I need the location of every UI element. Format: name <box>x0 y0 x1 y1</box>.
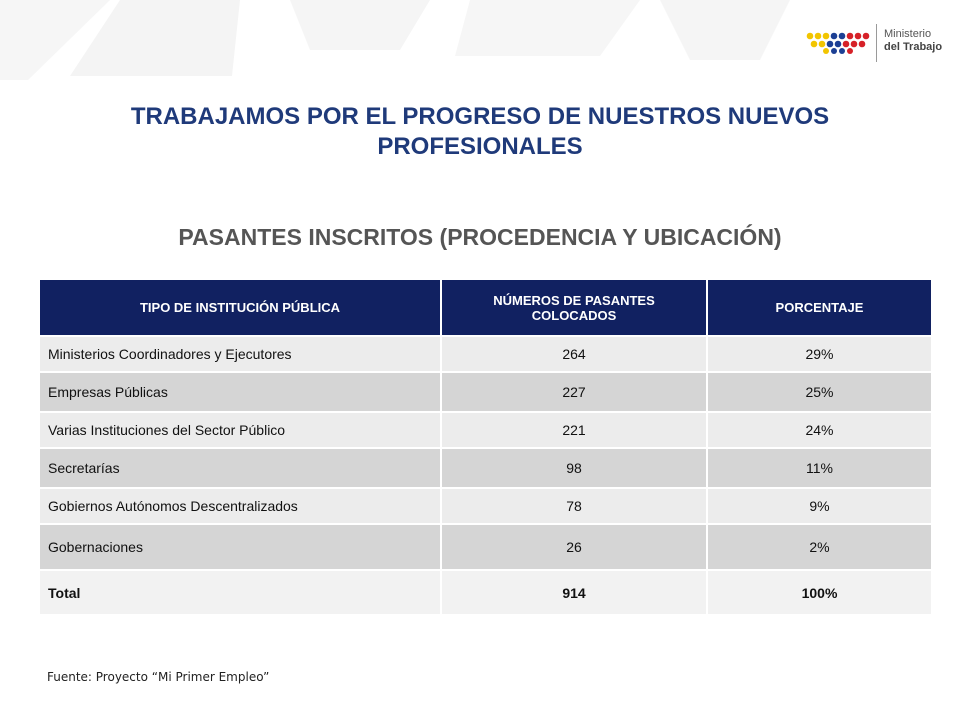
cell-percent: 11% <box>707 447 931 488</box>
cell-percent: 29% <box>707 335 931 372</box>
header-percentage: PORCENTAJE <box>707 280 931 336</box>
cell-institution: Gobernaciones <box>40 523 442 570</box>
header-interns-count: NÚMEROS DE PASANTES COLOCADOS <box>441 280 708 336</box>
table-row: Varias Instituciones del Sector Público … <box>40 411 931 448</box>
source-footnote: Fuente: Proyecto “Mi Primer Empleo” <box>47 670 270 684</box>
table-row: Ministerios Coordinadores y Ejecutores 2… <box>40 335 931 372</box>
cell-count: 227 <box>441 371 708 412</box>
cell-count: 264 <box>441 335 708 372</box>
cell-count: 26 <box>441 523 708 570</box>
background-decoration <box>0 0 790 80</box>
cell-total-label: Total <box>40 569 442 614</box>
logo-line-1: Ministerio <box>884 28 932 40</box>
table-row: Gobernaciones 26 2% <box>40 523 931 570</box>
cell-percent: 9% <box>707 487 931 524</box>
cell-percent: 25% <box>707 371 931 412</box>
table-total-row: Total 914 100% <box>40 569 931 614</box>
table-row: Empresas Públicas 227 25% <box>40 371 931 412</box>
table-row: Secretarías 98 11% <box>40 447 931 488</box>
header-institution-type: TIPO DE INSTITUCIÓN PÚBLICA <box>40 280 442 336</box>
table-row: Gobiernos Autónomos Descentralizados 78 … <box>40 487 931 524</box>
logo-line-2: del Trabajo <box>884 41 943 53</box>
cell-count: 98 <box>441 447 708 488</box>
table-title: PASANTES INSCRITOS (PROCEDENCIA Y UBICAC… <box>178 224 782 250</box>
cell-institution: Secretarías <box>40 447 442 488</box>
ministerio-logo: Ministerio del Trabajo <box>806 22 956 64</box>
cell-count: 221 <box>441 411 708 448</box>
logo-text: Ministerio del Trabajo <box>884 28 942 54</box>
cell-total-count: 914 <box>441 569 708 614</box>
cell-total-percent: 100% <box>707 569 931 614</box>
cell-institution: Varias Instituciones del Sector Público <box>40 411 442 448</box>
cell-institution: Empresas Públicas <box>40 371 442 412</box>
cell-percent: 2% <box>707 523 931 570</box>
logo-divider <box>876 24 877 62</box>
logo-dots-icon <box>806 32 870 54</box>
cell-institution: Gobiernos Autónomos Descentralizados <box>40 487 442 524</box>
data-table: TIPO DE INSTITUCIÓN PÚBLICA NÚMEROS DE P… <box>40 280 931 614</box>
table-header-row: TIPO DE INSTITUCIÓN PÚBLICA NÚMEROS DE P… <box>40 280 931 336</box>
cell-institution: Ministerios Coordinadores y Ejecutores <box>40 335 442 372</box>
cell-count: 78 <box>441 487 708 524</box>
page-title: TRABAJAMOS POR EL PROGRESO DE NUESTROS N… <box>130 103 830 160</box>
cell-percent: 24% <box>707 411 931 448</box>
